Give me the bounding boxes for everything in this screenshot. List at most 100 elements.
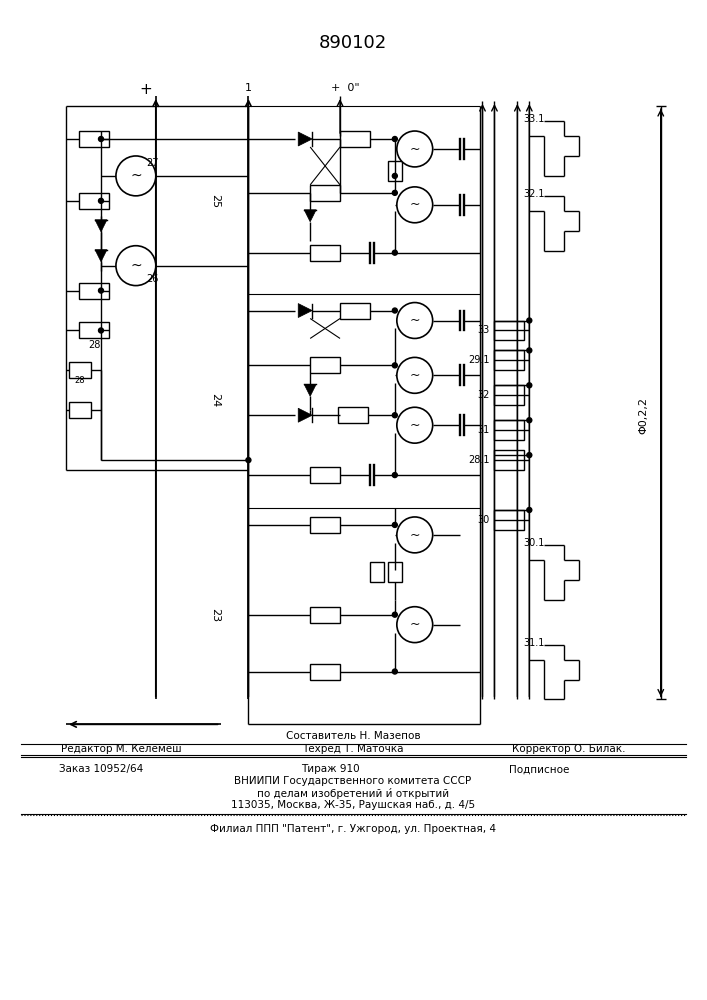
Text: 1: 1 <box>245 83 252 93</box>
Circle shape <box>527 453 532 458</box>
Circle shape <box>98 288 103 293</box>
Text: Φ0,2,2: Φ0,2,2 <box>639 397 649 434</box>
Bar <box>388 161 402 181</box>
Text: ~: ~ <box>409 618 420 631</box>
Text: 32: 32 <box>477 390 489 400</box>
Circle shape <box>527 383 532 388</box>
Text: 28: 28 <box>75 376 86 385</box>
Bar <box>310 607 340 623</box>
Circle shape <box>392 308 397 313</box>
Text: Филиал ППП "Патент", г. Ужгород, ул. Проектная, 4: Филиал ППП "Патент", г. Ужгород, ул. Про… <box>210 824 496 834</box>
Text: 113035, Москва, Ж-35, Раушская наб., д. 4/5: 113035, Москва, Ж-35, Раушская наб., д. … <box>231 800 475 810</box>
Circle shape <box>392 612 397 617</box>
Circle shape <box>392 190 397 195</box>
Bar <box>310 517 340 533</box>
Text: 29.1: 29.1 <box>468 355 489 365</box>
Bar <box>494 510 525 530</box>
Text: Корректор О. Билак.: Корректор О. Билак. <box>513 744 626 754</box>
Circle shape <box>392 522 397 527</box>
Circle shape <box>527 418 532 423</box>
Circle shape <box>527 507 532 512</box>
Bar <box>388 562 402 582</box>
Circle shape <box>392 669 397 674</box>
Text: 28: 28 <box>88 340 100 350</box>
Text: 30: 30 <box>477 515 489 525</box>
Text: 33: 33 <box>477 325 489 335</box>
Circle shape <box>392 413 397 418</box>
Text: 27: 27 <box>146 158 159 168</box>
Bar <box>310 664 340 680</box>
Text: Составитель Н. Мазепов: Составитель Н. Мазепов <box>286 731 421 741</box>
Circle shape <box>392 473 397 478</box>
Text: Редактор М. Келемеш: Редактор М. Келемеш <box>61 744 181 754</box>
Bar <box>79 283 109 299</box>
Circle shape <box>397 517 433 553</box>
Text: по делам изобретений и́ открытий: по делам изобретений и́ открытий <box>257 788 449 799</box>
Bar <box>340 131 370 147</box>
Bar <box>494 320 525 340</box>
Text: ~: ~ <box>409 142 420 155</box>
Text: 30.1: 30.1 <box>524 538 545 548</box>
Text: ~: ~ <box>409 528 420 541</box>
Circle shape <box>397 407 433 443</box>
Bar <box>370 562 384 582</box>
Text: 31: 31 <box>477 425 489 435</box>
Text: 23: 23 <box>211 608 221 622</box>
Text: Подписное: Подписное <box>509 764 569 774</box>
Text: ~: ~ <box>409 314 420 327</box>
Bar <box>79 193 109 209</box>
Text: 25: 25 <box>211 194 221 208</box>
Bar <box>338 407 368 423</box>
Text: 26: 26 <box>146 274 159 284</box>
Bar <box>310 245 340 261</box>
Circle shape <box>246 458 251 463</box>
Text: 32.1: 32.1 <box>524 189 545 199</box>
Text: Тираж 910: Тираж 910 <box>300 764 359 774</box>
Circle shape <box>527 348 532 353</box>
Text: ~: ~ <box>409 198 420 211</box>
Bar <box>69 402 91 418</box>
Bar <box>494 350 525 370</box>
Polygon shape <box>304 210 316 222</box>
Text: 33.1: 33.1 <box>524 114 545 124</box>
Circle shape <box>98 328 103 333</box>
Polygon shape <box>298 132 312 146</box>
Text: ~: ~ <box>409 419 420 432</box>
Circle shape <box>392 363 397 368</box>
Bar <box>69 362 91 378</box>
Bar <box>79 131 109 147</box>
Text: ВНИИПИ Государственного комитета СССР: ВНИИПИ Государственного комитета СССР <box>235 776 472 786</box>
Circle shape <box>116 156 156 196</box>
Circle shape <box>116 246 156 286</box>
Bar <box>494 420 525 440</box>
Circle shape <box>397 357 433 393</box>
Polygon shape <box>298 304 312 318</box>
Bar <box>310 467 340 483</box>
Text: +  0": + 0" <box>331 83 359 93</box>
Text: 890102: 890102 <box>319 34 387 52</box>
Bar <box>79 322 109 338</box>
Circle shape <box>397 303 433 338</box>
Circle shape <box>397 131 433 167</box>
Circle shape <box>527 318 532 323</box>
Text: ~: ~ <box>130 169 141 183</box>
Circle shape <box>392 137 397 141</box>
Bar <box>340 303 370 319</box>
Bar <box>310 357 340 373</box>
Circle shape <box>98 137 103 141</box>
Circle shape <box>392 173 397 178</box>
Polygon shape <box>95 250 107 262</box>
Circle shape <box>397 187 433 223</box>
Bar <box>494 450 525 470</box>
Text: ~: ~ <box>130 259 141 273</box>
Text: ~: ~ <box>409 369 420 382</box>
Polygon shape <box>304 384 316 396</box>
Polygon shape <box>298 408 312 422</box>
Circle shape <box>397 607 433 643</box>
Text: 31.1: 31.1 <box>524 638 545 648</box>
Circle shape <box>392 250 397 255</box>
Polygon shape <box>95 220 107 232</box>
Bar <box>310 185 340 201</box>
Text: Техред Т. Маточка: Техред Т. Маточка <box>303 744 404 754</box>
Text: 24: 24 <box>211 393 221 407</box>
